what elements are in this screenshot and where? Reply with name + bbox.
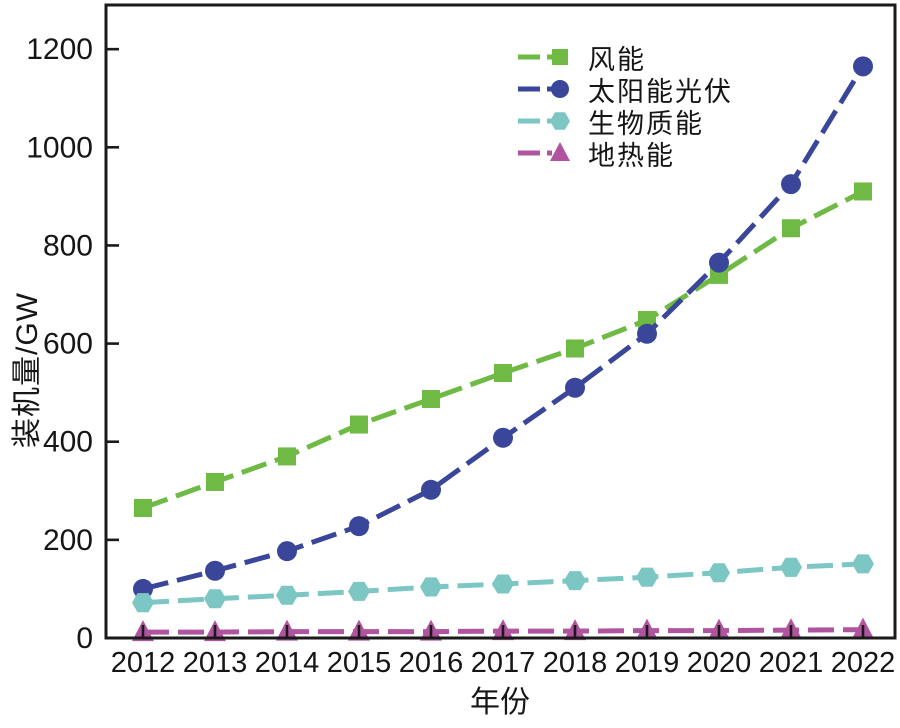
- legend-marker-wind: [552, 49, 568, 65]
- y-tick-label: 1000: [26, 131, 93, 164]
- x-tick-label: 2021: [759, 647, 824, 679]
- x-tick-label: 2022: [831, 647, 896, 679]
- legend: 风能 太阳能光伏 生物质能 地热能: [516, 41, 733, 171]
- series-marker-wind: [350, 415, 368, 434]
- series-marker-biomass: [636, 567, 658, 587]
- series-line-solar-pv: [142, 64, 866, 592]
- legend-marker-biomass: [550, 112, 570, 130]
- series-marker-biomass: [204, 589, 226, 609]
- series-marker-solar-pv: [781, 174, 801, 195]
- series-marker-biomass: [708, 563, 730, 583]
- legend-label-biomass: 生物质能: [588, 108, 704, 139]
- x-tick-label: 2012: [111, 647, 176, 679]
- legend-marker-geothermal: [550, 142, 570, 161]
- series-marker-solar-pv: [709, 252, 729, 273]
- legend-marker-solar-pv: [551, 80, 569, 98]
- series-marker-wind: [854, 182, 872, 201]
- series-marker-solar-pv: [205, 560, 225, 581]
- series-marker-wind: [638, 311, 656, 330]
- y-tick-label: 1200: [26, 33, 93, 66]
- y-tick-label: 400: [43, 426, 93, 459]
- series-marker-solar-pv: [349, 516, 369, 537]
- series-marker-wind: [422, 390, 440, 409]
- y-tick-label: 0: [76, 622, 93, 655]
- x-tick-label: 2015: [327, 647, 392, 679]
- x-tick-label: 2016: [399, 647, 464, 679]
- series-marker-solar-pv: [637, 323, 657, 344]
- series-marker-wind: [782, 219, 800, 238]
- series-marker-wind: [206, 472, 224, 491]
- biomass-line-marker-icon: [518, 112, 570, 130]
- legend-item-geothermal: 地热能: [516, 137, 733, 171]
- series-marker-solar-pv: [565, 377, 585, 398]
- y-axis-title: 装机量/GW: [11, 292, 44, 448]
- plot-frame: [104, 3, 897, 640]
- x-tick-label: 2017: [471, 647, 536, 679]
- series-marker-biomass: [420, 577, 442, 597]
- legend-label-geothermal: 地热能: [588, 140, 675, 171]
- series-marker-wind: [134, 498, 152, 517]
- y-tick-label: 200: [43, 524, 93, 557]
- series-marker-biomass: [852, 554, 874, 574]
- wind-line-marker-icon: [518, 49, 568, 65]
- geothermal-line-marker-icon: [518, 142, 570, 161]
- legend-item-biomass: 生物质能: [516, 105, 733, 139]
- series-marker-biomass: [564, 571, 586, 591]
- series-marker-wind: [566, 339, 584, 358]
- x-tick-label: 2014: [255, 647, 320, 679]
- series-marker-solar-pv: [853, 56, 873, 77]
- legend-item-wind: 风能: [516, 41, 733, 75]
- legend-label-wind: 风能: [588, 44, 646, 75]
- series-marker-solar-pv: [493, 427, 513, 448]
- series-marker-wind: [494, 364, 512, 383]
- series-marker-biomass: [492, 574, 514, 594]
- legend-item-solar-pv: 太阳能光伏: [516, 73, 733, 107]
- series-marker-solar-pv: [277, 541, 297, 562]
- y-tick-label: 800: [43, 229, 93, 262]
- series-marker-biomass: [780, 557, 802, 577]
- x-tick-label: 2020: [687, 647, 752, 679]
- solar-pv-line-marker-icon: [518, 80, 569, 98]
- x-axis-title: 年份: [470, 686, 530, 719]
- series-marker-biomass: [276, 585, 298, 605]
- y-tick-label: 600: [43, 328, 93, 361]
- series-marker-biomass: [348, 581, 370, 601]
- series-layer: [132, 56, 874, 642]
- x-tick-label: 2013: [183, 647, 248, 679]
- series-marker-solar-pv: [421, 479, 441, 500]
- series-marker-biomass: [132, 593, 154, 613]
- series-line-wind: [142, 189, 865, 511]
- x-tick-label: 2018: [543, 647, 608, 679]
- legend-label-solar-pv: 太阳能光伏: [588, 76, 733, 107]
- x-tick-label: 2019: [615, 647, 680, 679]
- series-marker-wind: [278, 447, 296, 466]
